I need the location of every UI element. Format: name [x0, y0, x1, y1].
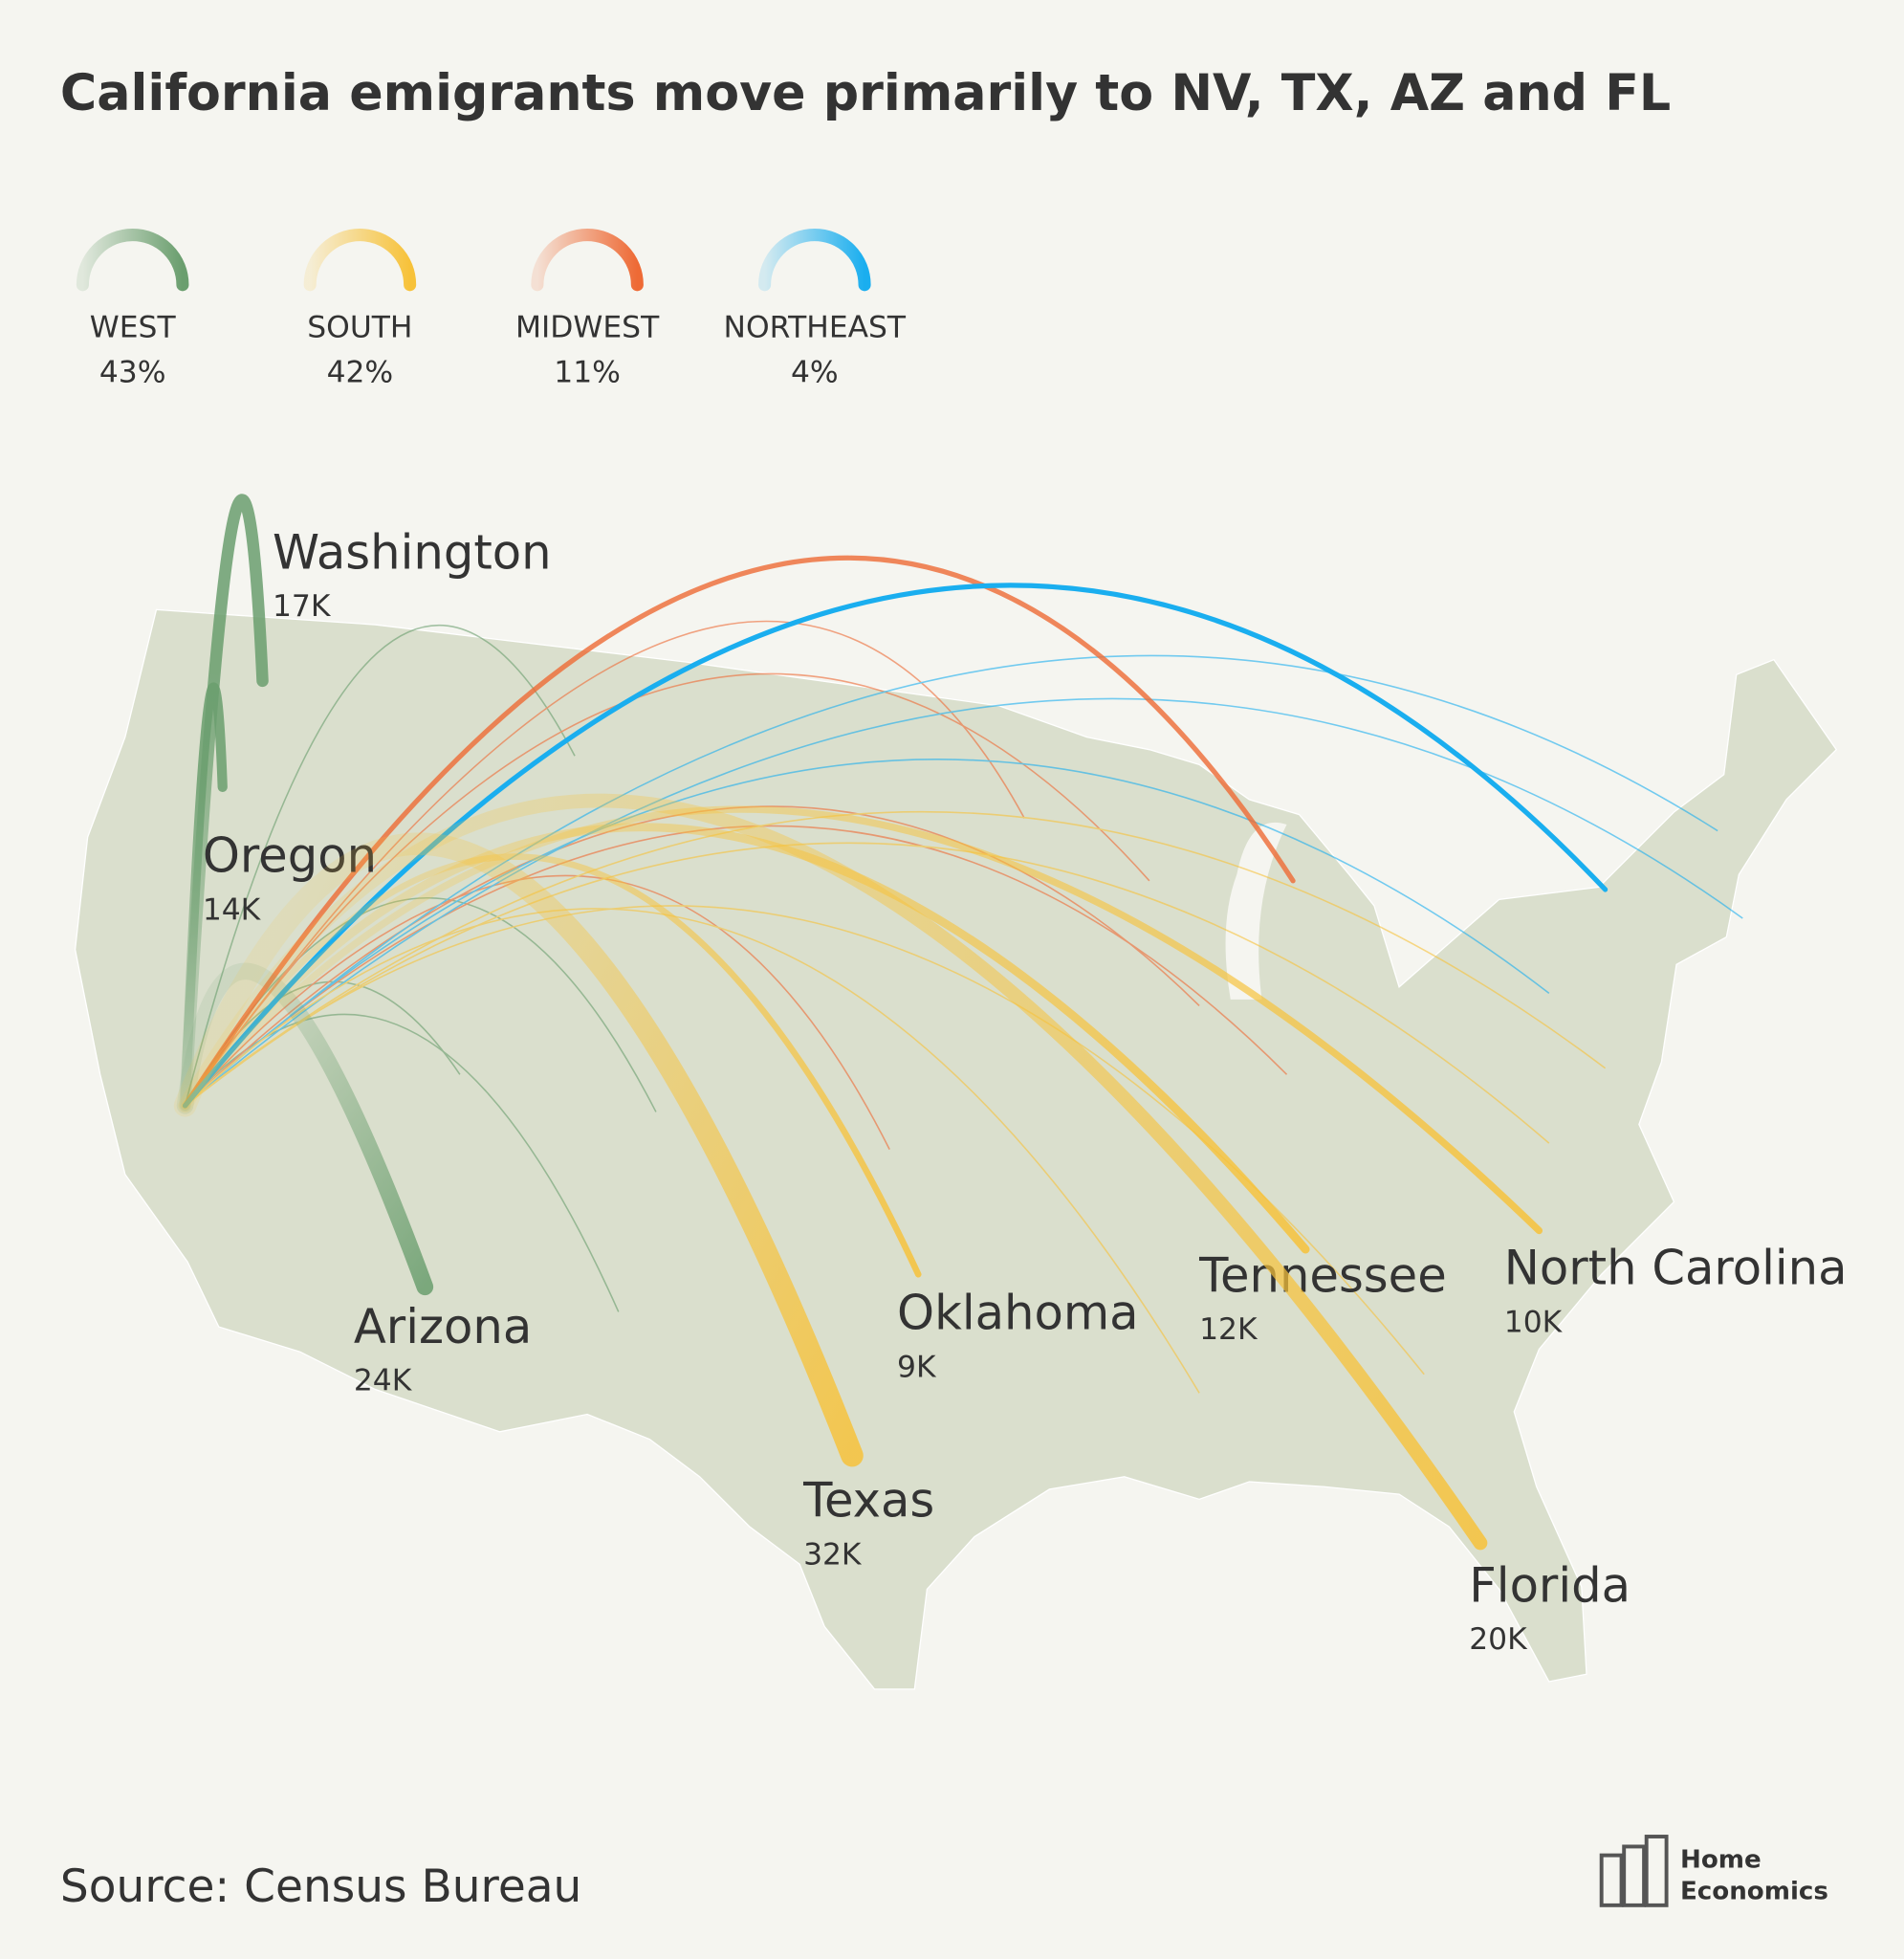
state-name: Washington — [273, 524, 552, 580]
title: California emigrants move primarily to N… — [60, 65, 1671, 122]
state-name: North Carolina — [1504, 1241, 1848, 1296]
legend: WEST 43% SOUTH 42% MIDWEST 11% NORTHEAST 4% — [76, 229, 907, 390]
state-value: 12K — [1199, 1312, 1258, 1347]
state-name: Oklahoma — [897, 1286, 1139, 1341]
minor-arc — [185, 697, 1743, 1107]
legend-share: 11% — [554, 356, 621, 390]
state-value: 17K — [273, 589, 332, 624]
state-value: 14K — [203, 892, 262, 927]
flow-arc — [180, 682, 228, 1112]
legend-arc — [531, 229, 644, 292]
state-name: Arizona — [354, 1299, 532, 1354]
source: Source: Census Bureau — [60, 1860, 581, 1913]
legend-arc — [76, 229, 189, 292]
logo-text: Home — [1680, 1846, 1762, 1875]
flow-arc — [178, 793, 1488, 1551]
state-value: 32K — [803, 1537, 863, 1572]
legend-share: 43% — [99, 356, 166, 390]
logo-text: Economics — [1680, 1877, 1828, 1905]
legend-name: SOUTH — [307, 311, 412, 345]
legend-arc — [303, 229, 417, 292]
state-name: Texas — [802, 1473, 934, 1529]
minor-arc — [185, 654, 1718, 1107]
flow-arc — [181, 805, 1543, 1235]
minor-arc — [184, 874, 890, 1150]
minor-arc — [185, 759, 1550, 1107]
state-value: 9K — [897, 1350, 937, 1384]
minor-arc — [185, 842, 1550, 1144]
minor-arc — [184, 624, 576, 1107]
logo-icon — [1599, 1835, 1669, 1907]
state-value: 24K — [354, 1364, 413, 1398]
legend-name: WEST — [90, 311, 177, 345]
flow-arc — [182, 853, 922, 1278]
legend-arc — [758, 229, 871, 292]
legend-name: MIDWEST — [515, 311, 660, 345]
state-name: Tennessee — [1198, 1248, 1447, 1304]
flow-arc — [181, 823, 1310, 1254]
legend-name: NORTHEAST — [724, 311, 907, 345]
state-value: 10K — [1504, 1305, 1564, 1339]
minor-arc — [182, 583, 1609, 1109]
flow-arcs: Washington17KOregon14KArizona24KTexas32K… — [173, 494, 1848, 1657]
state-value: 20K — [1469, 1622, 1528, 1657]
legend-share: 4% — [791, 356, 839, 390]
legend-share: 42% — [327, 356, 394, 390]
minor-arc — [185, 908, 1200, 1394]
state-name: Florida — [1469, 1557, 1630, 1613]
minor-arc — [185, 810, 1607, 1107]
